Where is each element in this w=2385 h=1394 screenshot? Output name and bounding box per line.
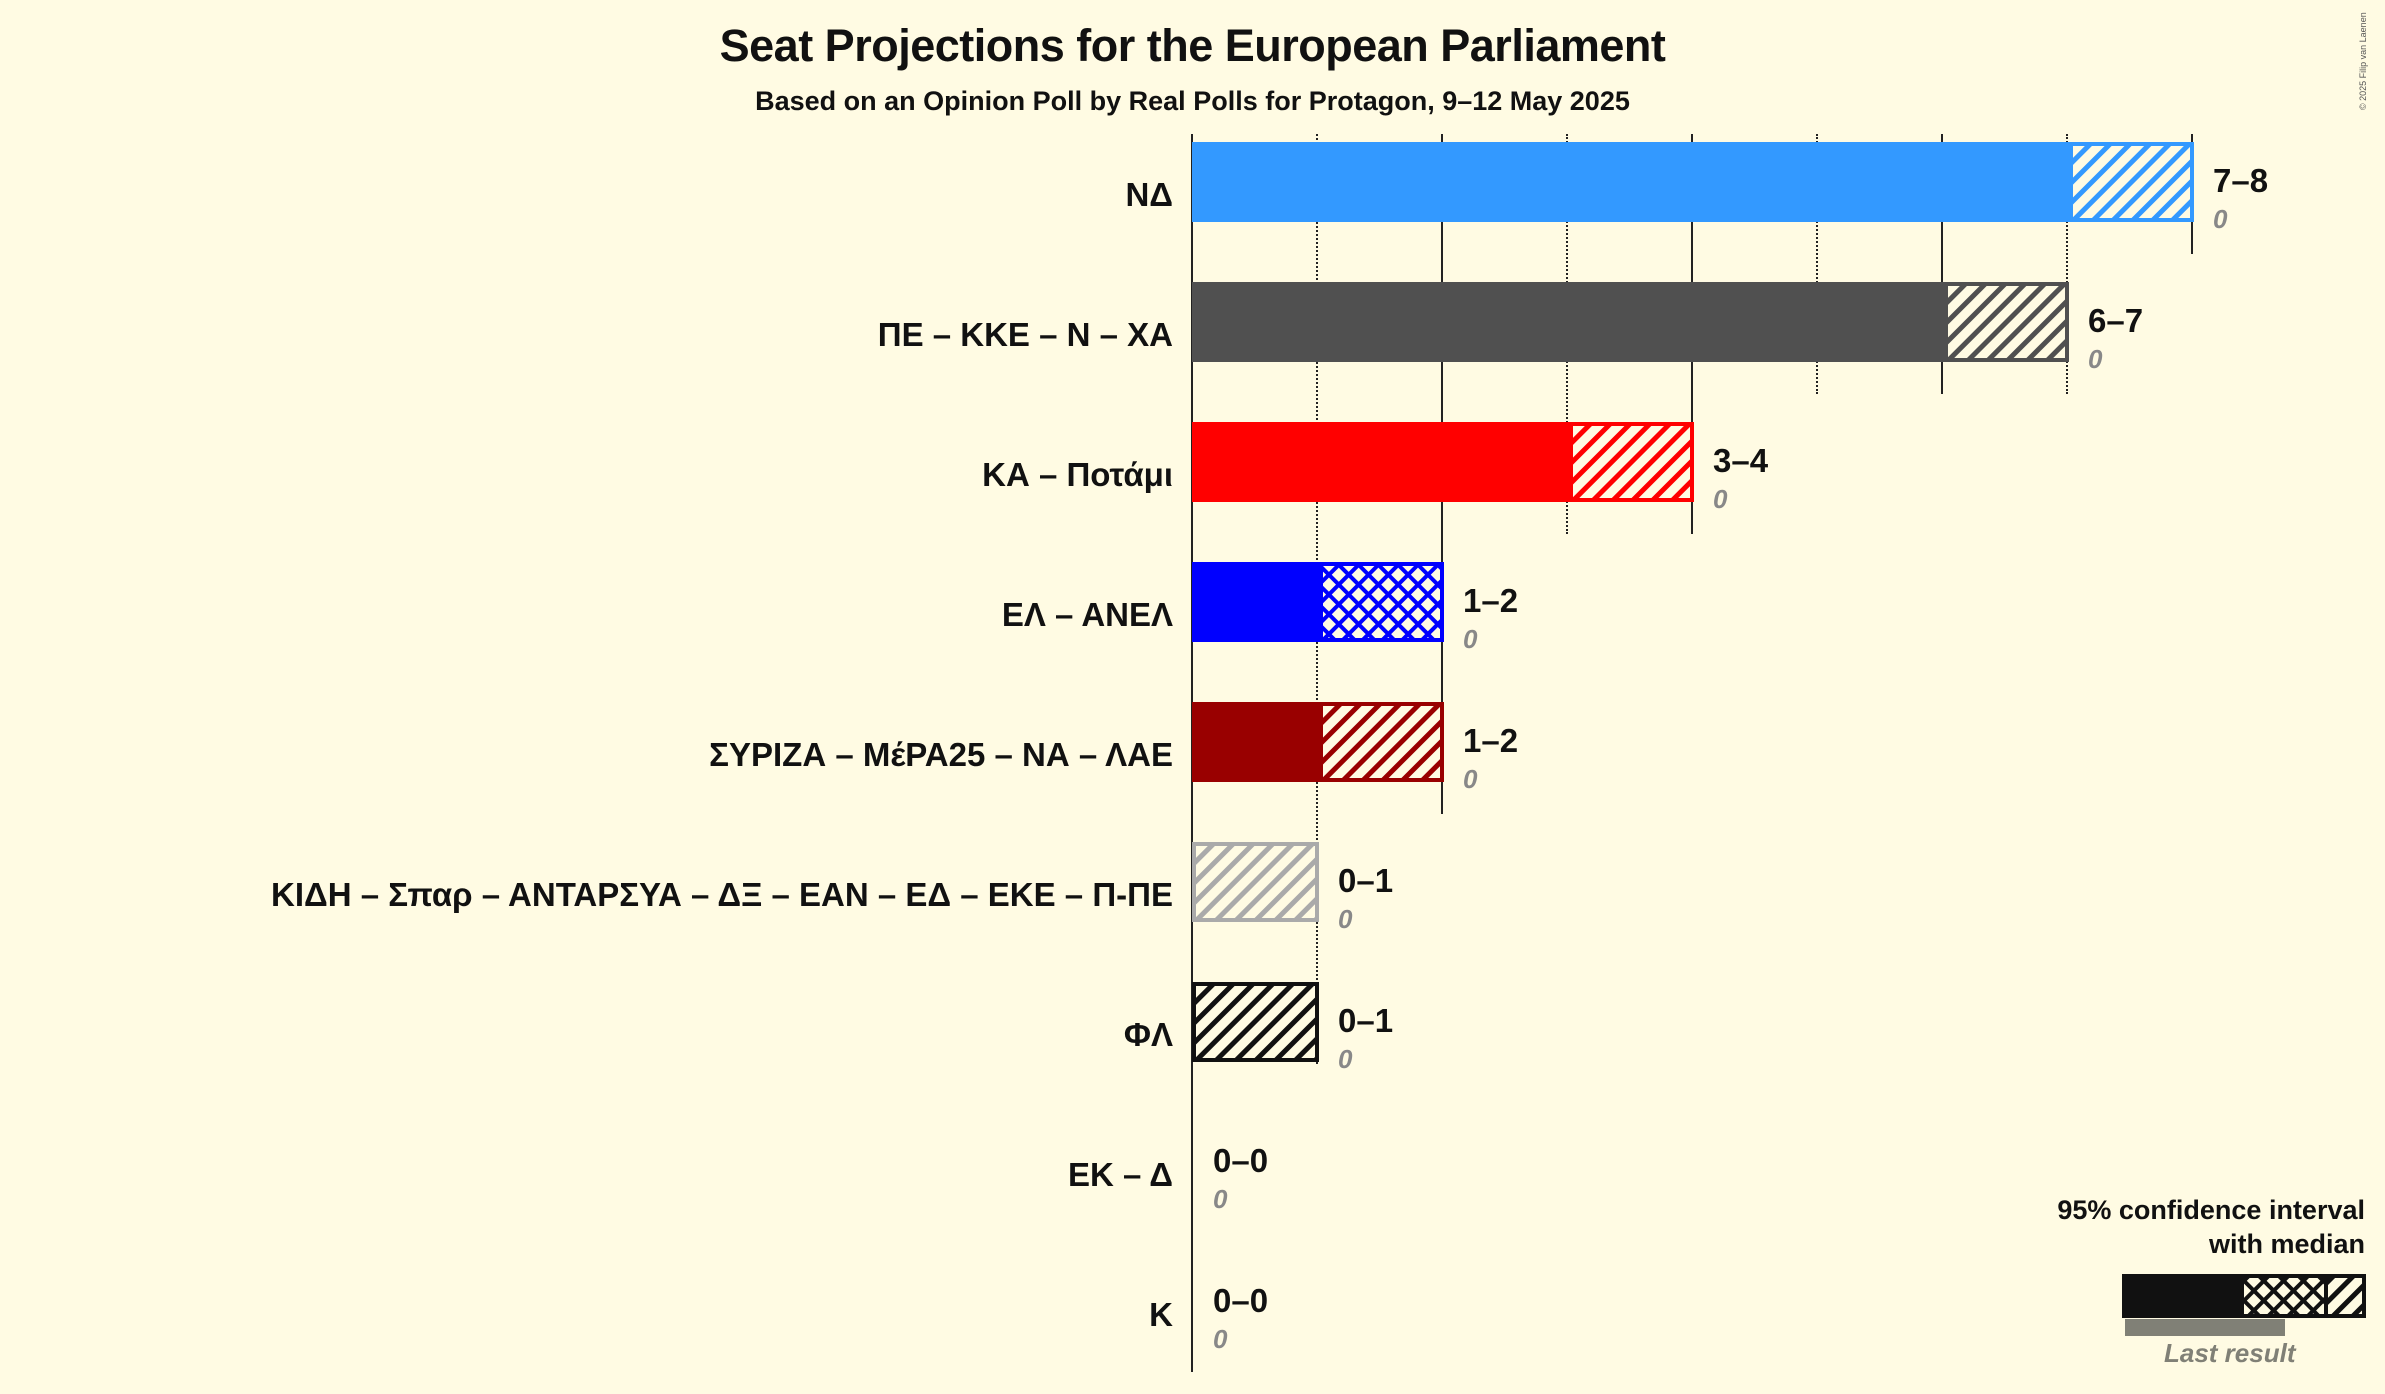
- last-result-label: 0: [1338, 1044, 1353, 1074]
- party-label: ΕΚ – Δ: [1067, 1156, 1173, 1193]
- party-label: ΝΔ: [1125, 176, 1173, 213]
- party-label: ΚΙΔΗ – Σπαρ – ΑΝΤΑΡΣΥΑ – ΔΞ – ΕΑΝ – ΕΔ –…: [271, 876, 1173, 913]
- range-label: 0–0: [1213, 1282, 1269, 1319]
- range-label: 0–1: [1338, 1002, 1394, 1039]
- bar-ci-segment: [1192, 982, 1319, 1062]
- party-label: Κ: [1149, 1296, 1173, 1333]
- range-label: 1–2: [1463, 722, 1519, 759]
- gridline-6: [1941, 134, 1943, 394]
- bar-median-crosshatch-segment: [1319, 562, 1444, 642]
- copyright-notice: © 2025 Filip van Laenen: [2358, 12, 2368, 110]
- range-label: 3–4: [1713, 442, 1769, 479]
- legend-title-line2: with median: [2208, 1229, 2365, 1259]
- range-label: 1–2: [1463, 582, 1519, 619]
- bar-ci-segment: [1319, 702, 1444, 782]
- bar-median-segment: [1192, 142, 2069, 222]
- bar-median-segment: [1192, 422, 1569, 502]
- range-label: 0–1: [1338, 862, 1394, 899]
- bar-ka-potami: [1192, 422, 1694, 502]
- party-label: ΠΕ – ΚΚΕ – Ν – ΧΑ: [877, 316, 1173, 353]
- legend-hatch-icon: [2328, 1278, 2362, 1314]
- last-result-label: 0: [1713, 484, 1728, 514]
- bar-fl: [1192, 982, 1319, 1062]
- chart-title: Seat Projections for the European Parlia…: [719, 20, 1666, 71]
- range-label: 7–8: [2213, 162, 2269, 199]
- legend-last-result-label: Last result: [2164, 1338, 2296, 1368]
- bar-el-anel: [1192, 562, 1444, 642]
- bar-ci-segment: [2069, 142, 2194, 222]
- legend-title: 95% confidence interval with median: [2057, 1193, 2365, 1261]
- bar-ci-segment: [1569, 422, 1694, 502]
- bar-kidh-others: [1192, 842, 1319, 922]
- bar-pe-kke: [1192, 282, 2069, 362]
- bar-median-segment: [1192, 702, 1319, 782]
- last-result-label: 0: [1463, 624, 1478, 654]
- last-result-label: 0: [1213, 1324, 1228, 1354]
- bar-syriza: [1192, 702, 1444, 782]
- last-result-label: 0: [2213, 204, 2228, 234]
- legend-last-result-swatch: [2125, 1319, 2285, 1336]
- party-label: ΣΥΡΙΖΑ – ΜέΡΑ25 – ΝΑ – ΛΑΕ: [709, 736, 1173, 773]
- last-result-label: 0: [1338, 904, 1353, 934]
- legend-ci-swatch: [2122, 1274, 2366, 1318]
- range-label: 0–0: [1213, 1142, 1269, 1179]
- bar-solid-segment: [1192, 562, 1319, 642]
- chart-subtitle: Based on an Opinion Poll by Real Polls f…: [755, 86, 1630, 116]
- bar-median-segment: [1192, 282, 1944, 362]
- last-result-label: 0: [1463, 764, 1478, 794]
- last-result-label: 0: [2088, 344, 2103, 374]
- legend-title-line1: 95% confidence interval: [2057, 1195, 2365, 1225]
- range-label: 6–7: [2088, 302, 2144, 339]
- legend-crosshatch-icon: [2244, 1278, 2324, 1314]
- bar-nd: [1192, 142, 2194, 222]
- gridline-5: [1816, 134, 1818, 394]
- party-label: ΦΛ: [1123, 1016, 1173, 1053]
- last-result-label: 0: [1213, 1184, 1228, 1214]
- bar-ci-segment: [1192, 842, 1319, 922]
- party-label: ΚΑ – Ποτάμι: [982, 456, 1173, 493]
- party-label: ΕΛ – ΑΝΕΛ: [1001, 596, 1173, 633]
- bar-ci-segment: [1944, 282, 2069, 362]
- gridline-7: [2066, 134, 2068, 394]
